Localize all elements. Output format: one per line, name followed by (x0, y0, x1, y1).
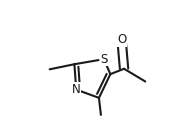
Text: S: S (100, 53, 107, 66)
Text: N: N (72, 83, 81, 96)
Text: O: O (117, 33, 126, 46)
